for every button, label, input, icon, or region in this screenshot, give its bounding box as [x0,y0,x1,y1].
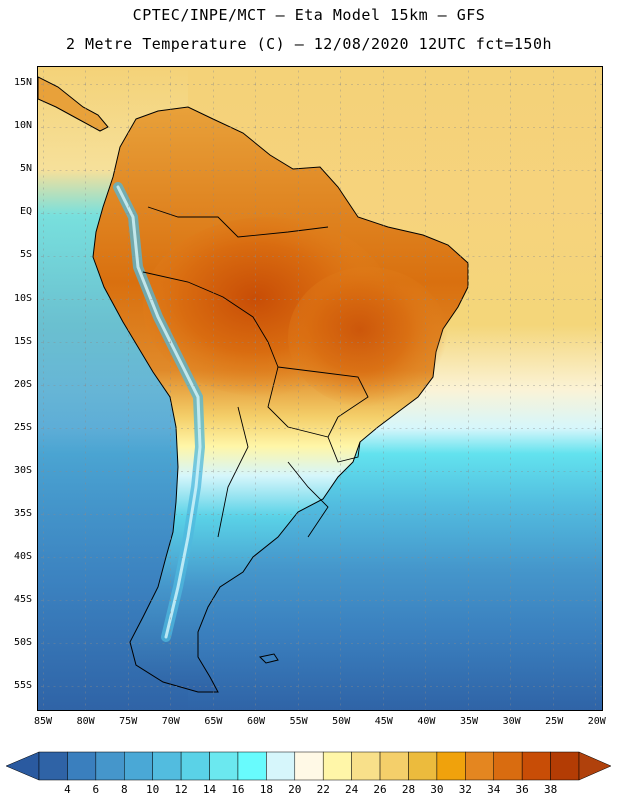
latitude-label: 55S [13,680,32,692]
colorbar-tick-label: 38 [543,783,558,796]
colorbar-tick-label: 4 [64,783,71,796]
colorbar-swatch [209,751,239,781]
colorbar-swatch [237,751,267,781]
longitude-label: 35W [459,716,479,727]
colorbar-swatch [294,751,324,781]
latitude-label: 20S [13,378,32,390]
colorbar-tick-label: 8 [120,783,128,796]
latitude-label: 35S [13,508,32,519]
longitude-label: 65W [204,716,223,727]
colorbar-tick-label: 10 [146,783,160,796]
chart-subtitle: 2 Metre Temperature (C) – 12/08/2020 12U… [65,35,553,53]
longitude-label: 50W [332,716,351,727]
longitude-label: 70W [161,716,180,727]
latitude-label: 5S [19,249,32,261]
latitude-label: 30S [13,464,32,476]
colorbar-swatch [379,751,409,781]
colorbar-tick-label: 6 [92,783,100,796]
colorbar-swatch [322,751,352,781]
colorbar-swatch [408,751,438,781]
latitude-label: 10S [13,292,32,304]
longitude-label: 20W [587,716,606,727]
colorbar-swatch [550,751,580,781]
graticule [38,67,602,710]
colorbar-tick-label: 22 [316,783,330,796]
colorbar-tick-label: 28 [401,783,416,796]
colorbar-swatch [465,751,494,781]
colorbar-swatch [266,751,296,781]
colorbar-swatch [67,751,97,781]
colorbar-swatch [152,751,182,781]
longitude-label: 40W [417,716,436,727]
map-panel [37,66,603,711]
latitude-label: 25S [13,421,32,433]
colorbar-swatch [124,751,153,781]
longitude-label: 45W [374,716,393,727]
colorbar-tick-label: 36 [515,783,529,796]
colorbar-tick-label: 24 [345,783,359,796]
latitude-label: 40S [13,551,32,563]
colorbar-swatch [180,751,210,781]
longitude-label: 30W [502,716,521,727]
colorbar-swatch [95,751,125,781]
latitude-label: EQ [19,206,32,218]
colorbar-tick-label: 12 [174,783,188,796]
longitude-label: 25W [545,716,564,727]
colorbar-tick-label: 34 [487,783,501,796]
colorbar [5,751,612,781]
colorbar-swatch [351,751,381,781]
colorbar-tick-label: 16 [231,783,245,796]
latitude-label: 15N [13,77,32,88]
colorbar-swatch [521,751,551,781]
colorbar-swatch [493,751,523,781]
colorbar-tick-label: 32 [458,783,472,796]
colorbar-tick-label: 26 [373,783,387,796]
colorbar-tick-label: 18 [259,783,273,796]
colorbar-tick-label: 20 [288,783,302,796]
longitude-label: 75W [119,716,138,727]
colorbar-swatch [38,751,68,781]
colorbar-swatch [436,751,466,781]
colorbar-high-arrow [578,751,612,781]
latitude-label: 10N [13,120,32,132]
longitude-label: 80W [76,716,95,727]
chart-title: CPTEC/INPE/MCT – Eta Model 15km – GFS [132,6,486,24]
colorbar-tick-label: 14 [202,783,217,796]
latitude-label: 50S [13,637,32,649]
longitude-label: 55W [289,716,308,727]
longitude-label: 60W [246,716,266,727]
longitude-label: 85W [33,716,53,727]
latitude-label: 5N [19,163,32,175]
latitude-label: 15S [13,335,32,347]
colorbar-low-arrow [5,751,40,781]
colorbar-tick-label: 30 [430,783,444,796]
latitude-label: 45S [13,594,32,606]
